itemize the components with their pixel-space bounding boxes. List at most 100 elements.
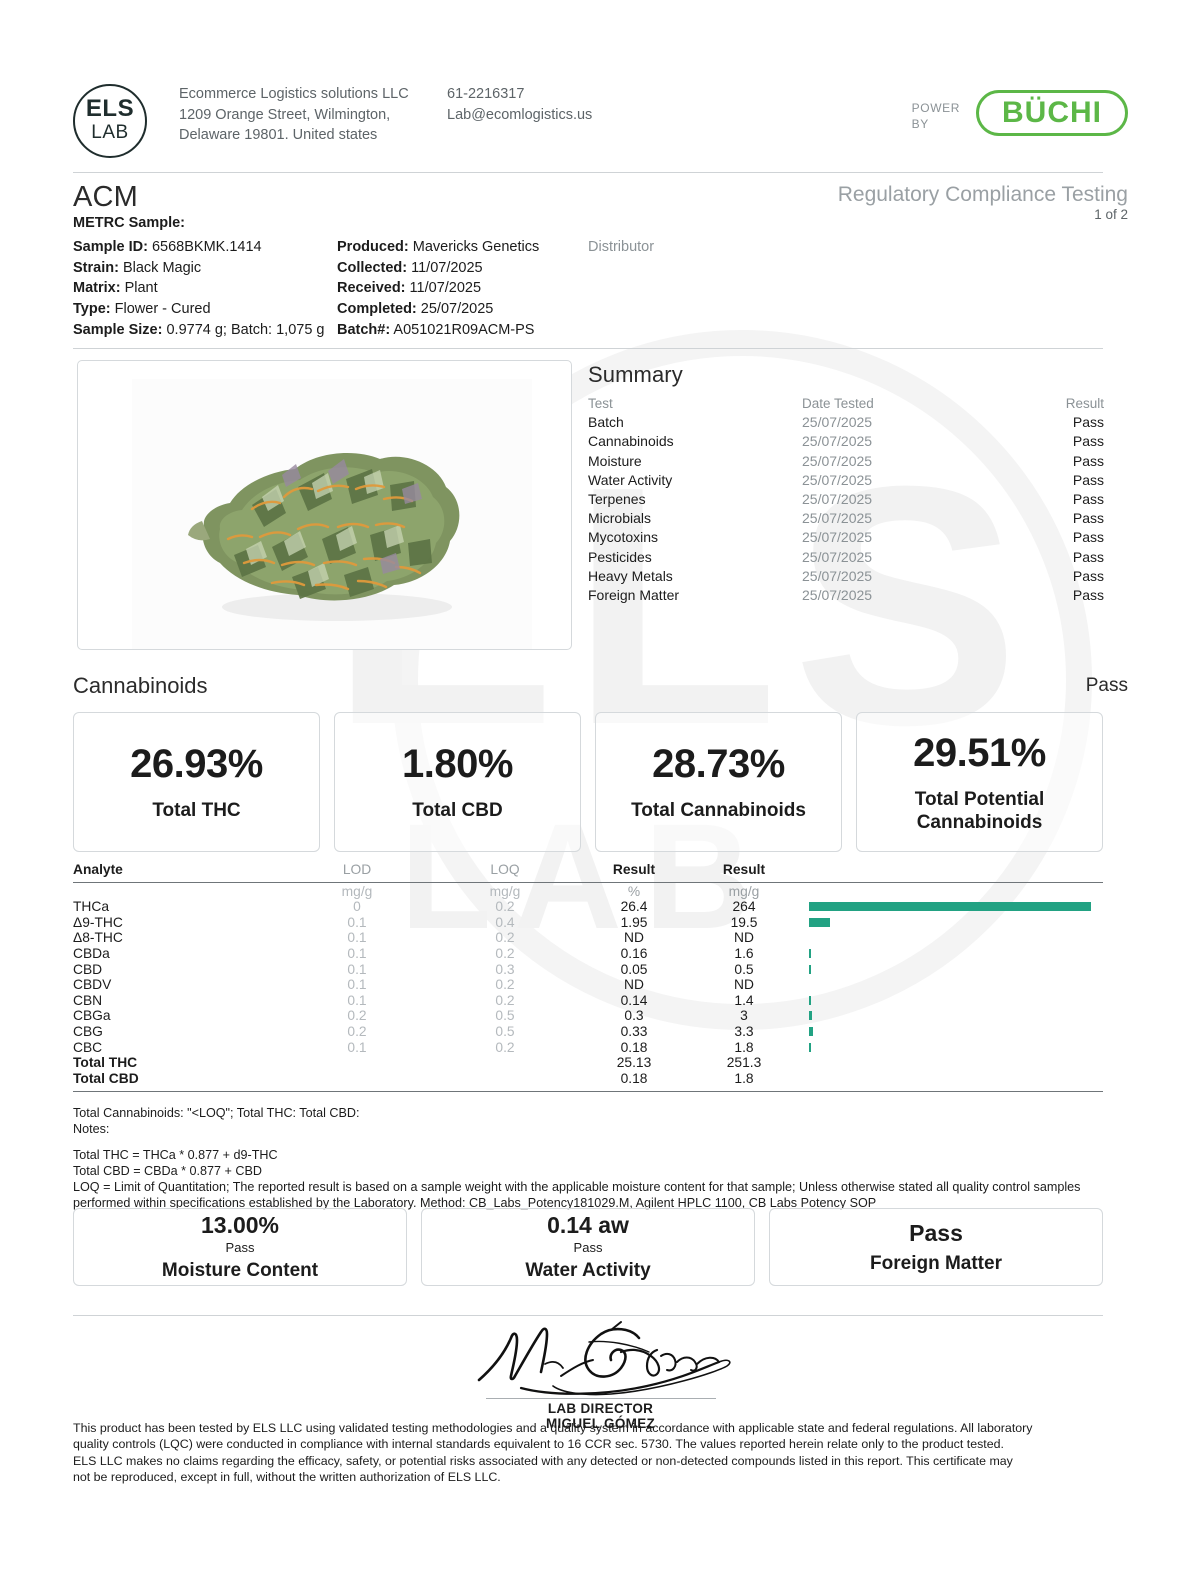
field-label: Matrix: (73, 280, 121, 297)
cannabis-bud-image (132, 379, 532, 649)
lab-contact: 61-2216317 Lab@ecomlogistics.us (447, 84, 667, 125)
summary-row: Mycotoxins 25/07/2025 Pass (588, 528, 1104, 547)
analyte-lod: 0.1 (347, 961, 367, 977)
summary-col-test: Test (588, 396, 613, 411)
field-value: Black Magic (122, 259, 202, 276)
analyte-result-mgg: 1.6 (734, 945, 754, 961)
sample-fields-col-3: Distributor (588, 237, 654, 258)
analyte-lod: 0.1 (347, 992, 367, 1008)
summary-test-name: Batch (588, 414, 624, 431)
analyte-row: CBC 0.1 0.2 0.18 1.8 (73, 1039, 1103, 1055)
analyte-result-percent: 0.33 (620, 1023, 648, 1039)
summary-test-date: 25/07/2025 (802, 414, 873, 431)
analyte-lod: 0.1 (347, 1039, 367, 1055)
analyte-result-mgg: ND (734, 977, 754, 993)
summary-test-date: 25/07/2025 (802, 433, 873, 450)
analyte-result-percent: ND (624, 977, 644, 993)
summary-test-name: Cannabinoids (588, 433, 674, 450)
analyte-result-mgg: 251.3 (726, 1055, 762, 1071)
summary-col-date: Date Tested (802, 396, 874, 411)
analyte-bar (809, 917, 830, 927)
analyte-loq: 0.2 (495, 992, 515, 1008)
analyte-result-percent: 0.14 (620, 992, 648, 1008)
analyte-table: Analyte LOD LOQ Result Result mg/g mg/g … (73, 862, 1103, 1093)
analyte-result-mgg: 1.8 (734, 1070, 754, 1086)
analyte-result-percent: ND (624, 930, 644, 946)
analyte-units-row: mg/g mg/g % mg/g (73, 883, 1103, 899)
header-divider (73, 172, 1103, 173)
units-result-pct: % (627, 883, 641, 899)
analyte-table-header-rule (73, 882, 1103, 884)
powered-by-line-1: POWER (911, 101, 960, 115)
signature-divider (73, 1315, 1103, 1316)
summary-row: Moisture 25/07/2025 Pass (588, 452, 1104, 471)
analyte-row: Total THC 25.13 251.3 (73, 1055, 1103, 1071)
field-value: 6568BKMK.1414 (151, 239, 262, 255)
field-value: Mavericks Genetics (412, 239, 540, 255)
analyte-loq: 0.2 (495, 1039, 515, 1055)
field-label: Collected: (337, 259, 408, 276)
analyte-result-percent: 0.18 (620, 1039, 648, 1055)
powered-by-label: POWER BY (912, 84, 960, 132)
summary-test-result: Pass (1072, 587, 1104, 604)
analyte-result-percent: 0.18 (620, 1070, 648, 1086)
stat-value: 29.51% (913, 730, 1046, 775)
disclaimer: This product has been tested by ELS LLC … (73, 1420, 1105, 1486)
company-name: Ecommerce Logistics solutions LLC (179, 86, 409, 102)
box-water-activity: 0.14 aw Pass Water Activity (421, 1208, 755, 1286)
analyte-name: CBDV (73, 977, 112, 993)
summary-header-row: Test Date Tested Result (588, 394, 1104, 413)
disclaimer-line-4: not be reproduced, except in full, witho… (73, 1470, 501, 1485)
units-loq: mg/g (489, 883, 521, 899)
analyte-row: Δ9-THC 0.1 0.4 1.95 19.5 (73, 914, 1103, 930)
field-label: Strain: (73, 259, 119, 276)
stat-label: Total THC (152, 800, 241, 821)
box-label: Water Activity (525, 1260, 651, 1281)
summary-test-date: 25/07/2025 (802, 510, 873, 527)
summary-test-result: Pass (1072, 491, 1104, 508)
analyte-result-percent: 26.4 (620, 899, 648, 915)
analyte-result-mgg: 1.4 (734, 992, 754, 1008)
summary-test-date: 25/07/2025 (802, 491, 873, 508)
field-value: 11/07/2025 (411, 259, 483, 276)
analyte-row: CBN 0.1 0.2 0.14 1.4 (73, 992, 1103, 1008)
summary-row: Terpenes 25/07/2025 Pass (588, 490, 1104, 509)
field-label: Received: (337, 280, 406, 297)
sample-photo (132, 379, 532, 649)
summary-test-name: Water Activity (588, 471, 673, 488)
analyte-row: CBD 0.1 0.3 0.05 0.5 (73, 961, 1103, 977)
address-line-2: Delaware 19801. United states (179, 127, 378, 143)
summary-test-name: Foreign Matter (588, 587, 680, 604)
summary-test-result: Pass (1072, 452, 1104, 469)
analyte-lod: 0.1 (347, 977, 367, 993)
analyte-loq: 0.4 (495, 914, 515, 930)
analyte-loq: 0.2 (495, 930, 515, 946)
units-result-mgg: mg/g (728, 883, 760, 899)
analyte-name: Total CBD (73, 1070, 139, 1086)
summary-test-result: Pass (1072, 414, 1104, 431)
analyte-bar (809, 1011, 813, 1021)
field-label: Batch#: (337, 321, 391, 338)
secondary-result-boxes: 13.00% Pass Moisture Content 0.14 aw Pas… (73, 1208, 1103, 1286)
analyte-table-footer-rule (73, 1091, 1103, 1093)
analyte-result-mgg: 3 (740, 1008, 748, 1024)
summary-test-name: Terpenes (588, 491, 646, 508)
field-label: Sample ID: (73, 239, 148, 255)
analyte-lod: 0.2 (347, 1008, 367, 1024)
analyte-bar (809, 902, 1091, 912)
lab-email[interactable]: Lab@ecomlogistics.us (447, 106, 593, 123)
disclaimer-line-3: ELS LLC makes no claims regarding the ef… (73, 1453, 1013, 1468)
signature-title: LAB DIRECTOR (547, 1401, 654, 1417)
summary-test-name: Pesticides (588, 548, 652, 565)
signature-line (485, 1398, 716, 1400)
field-strain: Strain: Black Magic (73, 258, 325, 279)
summary-test-result: Pass (1072, 529, 1104, 546)
field-value: Plant (124, 280, 158, 297)
summary-test-date: 25/07/2025 (802, 567, 873, 584)
stat-total-potential-cannabinoids: 29.51% Total Potential Cannabinoids (856, 712, 1103, 852)
field-label: Type: (73, 301, 111, 318)
field-label: Completed: (337, 301, 417, 318)
analyte-result-percent: 0.05 (620, 961, 648, 977)
analyte-result-percent: 0.3 (624, 1008, 644, 1024)
